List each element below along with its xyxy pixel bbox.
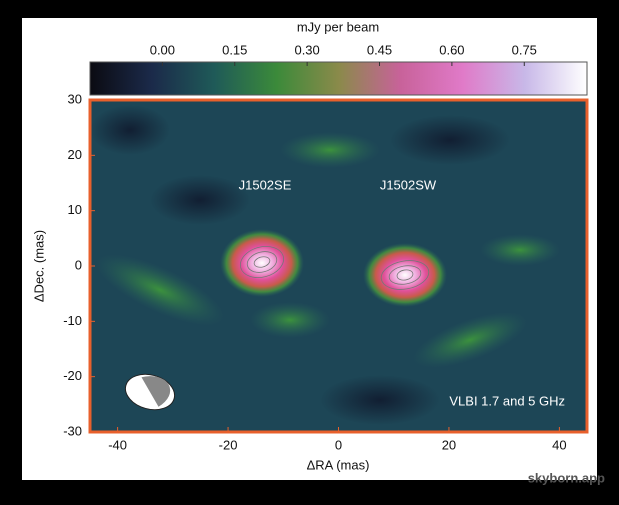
y-tick-label: -10 xyxy=(63,313,82,328)
source-sw xyxy=(363,243,447,307)
x-tick-label: -40 xyxy=(108,437,127,452)
y-tick-label: -20 xyxy=(63,368,82,383)
y-axis-label: ΔDec. (mas) xyxy=(31,230,46,302)
y-tick-label: 10 xyxy=(68,202,82,217)
x-tick-label: -20 xyxy=(219,437,238,452)
x-axis-label: ΔRA (mas) xyxy=(307,457,370,472)
annotation: J1502SW xyxy=(380,177,437,192)
colorbar-tick-label: 0.00 xyxy=(150,42,175,57)
annotation: J1502SE xyxy=(239,177,292,192)
image xyxy=(90,100,587,432)
colorbar-tick-label: 0.15 xyxy=(222,42,247,57)
colorbar-tick-label: 0.30 xyxy=(294,42,319,57)
x-tick-label: 0 xyxy=(335,437,342,452)
y-tick-label: 20 xyxy=(68,147,82,162)
colorbar-tick-label: 0.60 xyxy=(439,42,464,57)
beam xyxy=(124,373,176,411)
y-tick-label: 0 xyxy=(75,257,82,272)
colorbar-label: mJy per beam xyxy=(297,19,379,34)
annotation: VLBI 1.7 and 5 GHz xyxy=(449,393,565,408)
colorbar xyxy=(89,61,588,96)
x-tick-label: 40 xyxy=(552,437,566,452)
x-tick-label: 20 xyxy=(442,437,456,452)
watermark: skyborn.app xyxy=(528,470,605,485)
colorbar-tick-label: 0.75 xyxy=(512,42,537,57)
colorbar-tick-label: 0.45 xyxy=(367,42,392,57)
contours xyxy=(239,246,430,290)
source-se xyxy=(220,229,304,297)
y-tick-label: -30 xyxy=(63,423,82,438)
y-tick-label: 30 xyxy=(68,91,82,106)
